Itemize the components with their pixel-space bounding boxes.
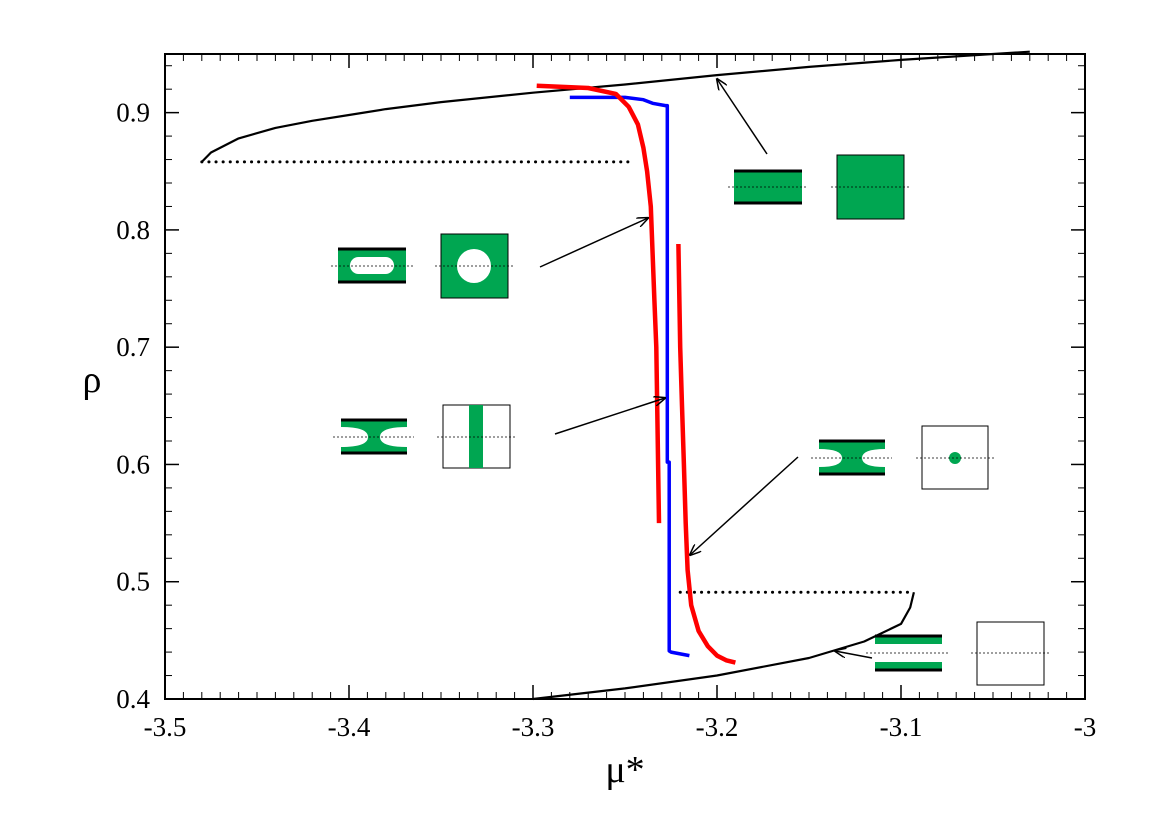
inset-hole-square: [435, 233, 514, 299]
y-axis-title: ρ: [83, 359, 102, 401]
x-tick-label: -3: [1074, 712, 1097, 742]
x-tick-label: -3.5: [144, 712, 187, 742]
inset-filled-square: [831, 154, 910, 220]
x-tick-label: -3.2: [696, 712, 739, 742]
plot-frame: [164, 53, 1086, 700]
x-tick-label: -3.4: [328, 712, 371, 742]
arrow-hole-phase: [539, 218, 648, 268]
inset-empty-square: [971, 621, 1050, 686]
y-tick-label: 0.7: [116, 332, 150, 362]
series-line-5: [536, 83, 662, 524]
axis-ticks: [164, 54, 1086, 700]
inset-bridge-slit: [333, 418, 414, 455]
inset-hole-slit: [331, 247, 413, 284]
tick-labels: -3.5 -3.4 -3.3 -3.2 -3.1 -3 0.4 0.5 0.6 0.7 0.8 0.9: [116, 98, 1096, 742]
x-tick-label: -3.3: [512, 712, 555, 742]
y-tick-label: 0.4: [116, 684, 150, 714]
inset-stripe-square: [437, 404, 516, 469]
inset-dot-square: [916, 425, 995, 490]
arrow-top-right: [717, 79, 768, 155]
y-tick-label: 0.9: [116, 98, 150, 128]
x-tick-label: -3.1: [880, 712, 923, 742]
series-line-4: [569, 95, 690, 658]
inset-film-slit: [866, 634, 950, 672]
y-tick-label: 0.5: [116, 567, 150, 597]
inset-neck-slit: [811, 439, 892, 476]
series-layer: [200, 50, 1030, 701]
arrow-dot-phase: [690, 456, 799, 555]
y-tick-label: 0.6: [116, 449, 150, 479]
series-line-2: [532, 592, 915, 701]
arrows: [539, 79, 873, 659]
series-line-6: [676, 243, 736, 665]
x-axis-title: μ*: [605, 749, 644, 791]
arrow-bottom-right: [835, 651, 873, 659]
y-tick-label: 0.8: [116, 215, 150, 245]
series-line-0: [201, 50, 1030, 163]
inset-filled-slit: [728, 169, 808, 205]
arrow-stripe-phase: [554, 398, 665, 435]
